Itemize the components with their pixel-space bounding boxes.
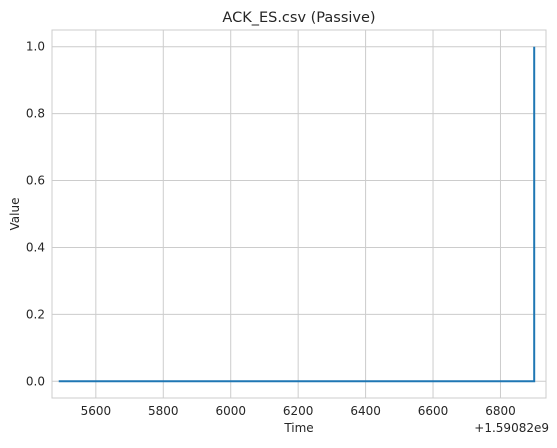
y-ticks: 0.0 0.2 0.4 0.6 0.8 1.0 [26,40,45,389]
x-tick-label: 6400 [350,404,381,418]
x-axis-offset-label: +1.59082e9 [474,421,549,435]
chart-title: ACK_ES.csv (Passive) [222,10,375,26]
y-tick-label: 0.8 [26,107,45,121]
y-axis-label: Value [8,198,22,231]
y-tick-label: 0.0 [26,374,45,388]
x-ticks: 5600 5800 6000 6200 6400 6600 6800 [81,404,516,418]
x-tick-label: 5800 [148,404,179,418]
y-tick-label: 0.6 [26,174,45,188]
y-tick-label: 0.4 [26,240,45,254]
x-tick-label: 6000 [215,404,246,418]
plot-area [52,30,546,398]
x-axis-label: Time [283,421,313,435]
y-tick-label: 1.0 [26,40,45,54]
y-tick-label: 0.2 [26,307,45,321]
x-tick-label: 5600 [81,404,112,418]
x-tick-label: 6600 [418,404,449,418]
x-tick-label: 6800 [485,404,516,418]
x-tick-label: 6200 [283,404,314,418]
